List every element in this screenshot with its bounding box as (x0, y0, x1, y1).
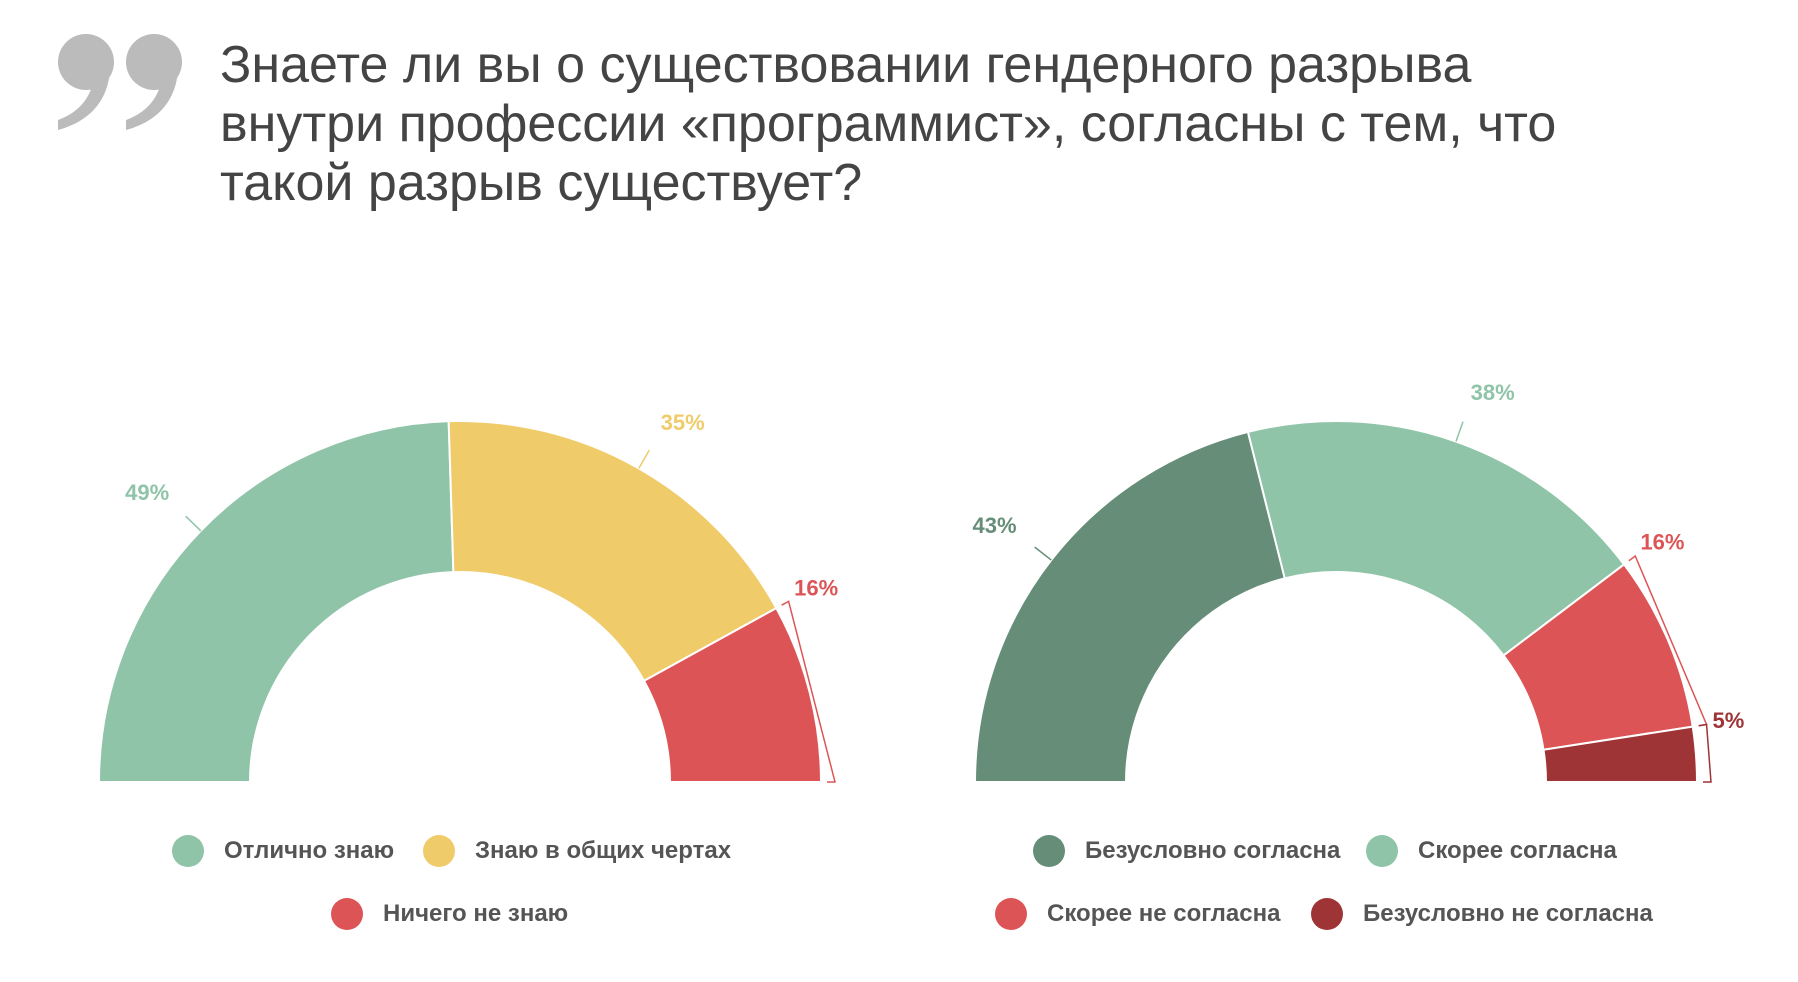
leader-line-3 (781, 600, 836, 783)
title-line-3: такой разрыв существует? (220, 154, 863, 212)
data-label-3: 16% (794, 575, 838, 600)
slice-1 (97, 420, 455, 783)
legend-swatch (1366, 835, 1398, 867)
legend-swatch (1311, 898, 1343, 930)
slice-3 (642, 606, 823, 783)
data-label-3: 16% (1640, 530, 1684, 555)
slice-4 (1542, 725, 1699, 783)
legend-label: Безусловно не согласна (1363, 900, 1653, 927)
leader-line-1 (1034, 546, 1052, 561)
leader-line-4 (1698, 723, 1712, 783)
legend-item: Безусловно согласна (1033, 834, 1340, 868)
slice-2 (1246, 420, 1626, 657)
slice-1 (973, 430, 1286, 783)
leader-line-2 (1455, 421, 1464, 442)
legend-swatch (331, 898, 363, 930)
legend-item: Безусловно не согласна (1311, 897, 1653, 931)
legend-swatch (172, 835, 204, 867)
semi-donut-chart-2: 43% 38% 16% 5% (973, 380, 1745, 783)
legend-label: Ничего не знаю (383, 900, 569, 927)
data-label-1: 49% (125, 480, 169, 505)
legend-swatch (995, 898, 1027, 930)
legend-swatch (1033, 835, 1065, 867)
data-label-1: 43% (973, 513, 1017, 538)
semi-donut-chart-1: 49% 35% 16% (97, 410, 838, 783)
slice-2 (447, 420, 778, 683)
data-label-2: 35% (661, 410, 705, 435)
legend-label: Скорее не согласна (1047, 900, 1281, 927)
title-line-2: внутри профессии «программист», согласны… (220, 95, 1557, 153)
legend-item: Знаю в общих чертах (423, 834, 731, 868)
legend-swatch (423, 835, 455, 867)
data-label-2: 38% (1471, 380, 1515, 405)
legend-label: Скорее согласна (1418, 837, 1617, 864)
legend-item: Отлично знаю (172, 834, 394, 868)
leader-line-2 (638, 449, 650, 469)
page-title: Знаете ли вы о существовании гендерного … (220, 36, 1750, 213)
title-line-1: Знаете ли вы о существовании гендерного … (220, 36, 1472, 94)
legend-label: Безусловно согласна (1085, 837, 1341, 864)
leader-line-1 (185, 515, 202, 532)
legend-label: Знаю в общих чертах (475, 837, 732, 864)
quotation-mark-icon (58, 34, 182, 130)
legend-item: Скорее не согласна (995, 897, 1280, 931)
legend-item: Ничего не знаю (331, 897, 568, 931)
legend-item: Скорее согласна (1366, 834, 1617, 868)
data-label-4: 5% (1713, 708, 1745, 733)
legend-label: Отлично знаю (224, 837, 395, 864)
